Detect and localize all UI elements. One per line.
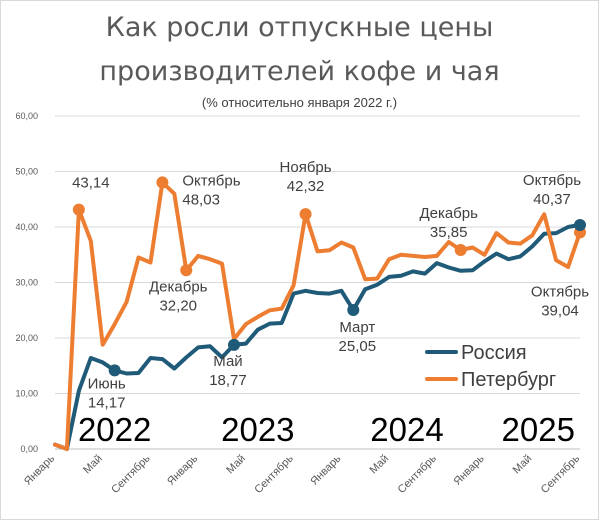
year-label: 2025 [502, 411, 575, 448]
x-tick-label: Сентябрь [539, 452, 583, 496]
data-label: 48,03 [182, 191, 220, 208]
x-tick-label: Сентябрь [252, 452, 296, 496]
y-tick-label: 60,00 [15, 111, 38, 121]
y-tick-label: 30,00 [15, 278, 38, 288]
y-tick-label: 20,00 [15, 333, 38, 343]
data-point-marker [299, 208, 312, 221]
y-tick-label: 40,00 [15, 222, 38, 232]
data-label: Июнь [88, 375, 126, 392]
data-point-marker [72, 203, 85, 216]
year-label: 2022 [78, 411, 151, 448]
data-label: 39,04 [541, 302, 579, 319]
data-point-marker [347, 303, 360, 316]
y-tick-label: 50,00 [15, 167, 38, 177]
chart-title-line2: производителей кофе и чая [99, 56, 500, 87]
data-point-marker [454, 244, 467, 257]
data-label: 25,05 [339, 338, 377, 355]
data-label: Май [213, 353, 242, 370]
y-tick-label: 10,00 [15, 389, 38, 399]
data-label: Октябрь [523, 172, 581, 189]
x-tick-label: Январь [22, 452, 57, 487]
data-label: Март [339, 319, 375, 336]
data-label: 35,85 [430, 224, 468, 241]
series-line-russia [53, 222, 582, 451]
chart-title-line1: Как росли отпускные цены [105, 12, 494, 43]
x-tick-label: Сентябрь [109, 452, 153, 496]
data-label: Ноябрь [280, 159, 332, 176]
data-point-marker [180, 264, 193, 277]
data-point-marker [156, 176, 169, 189]
data-label: Октябрь [531, 283, 589, 300]
x-tick-label: Май [511, 453, 535, 477]
y-tick-label: 0,00 [20, 444, 38, 454]
x-tick-label: Январь [452, 452, 487, 487]
year-label: 2024 [370, 411, 443, 448]
data-label: 43,14 [72, 175, 110, 192]
x-tick-label: Май [224, 453, 248, 477]
data-label: 42,32 [287, 178, 325, 195]
data-label: 14,17 [88, 394, 126, 411]
legend-label: Россия [461, 342, 527, 364]
x-tick-label: Январь [308, 452, 343, 487]
chart-subtitle: (% относительно января 2022 г.) [201, 95, 398, 110]
data-point-marker [108, 364, 121, 377]
x-tick-label: Сентябрь [396, 452, 440, 496]
x-tick-label: Май [367, 453, 391, 477]
x-tick-label: Май [81, 453, 105, 477]
data-point-marker [574, 218, 586, 231]
x-tick-label: Январь [165, 452, 200, 487]
data-label: Октябрь [182, 172, 240, 189]
year-label: 2023 [221, 411, 294, 448]
data-label: Декабрь [419, 205, 478, 222]
data-label: 40,37 [533, 191, 571, 208]
data-label: 32,20 [159, 297, 197, 314]
legend-label: Петербург [461, 369, 556, 391]
data-label: 18,77 [209, 372, 247, 389]
series-line-petersburg [53, 180, 582, 451]
data-point-marker [227, 338, 240, 351]
data-label: Декабрь [149, 278, 208, 295]
